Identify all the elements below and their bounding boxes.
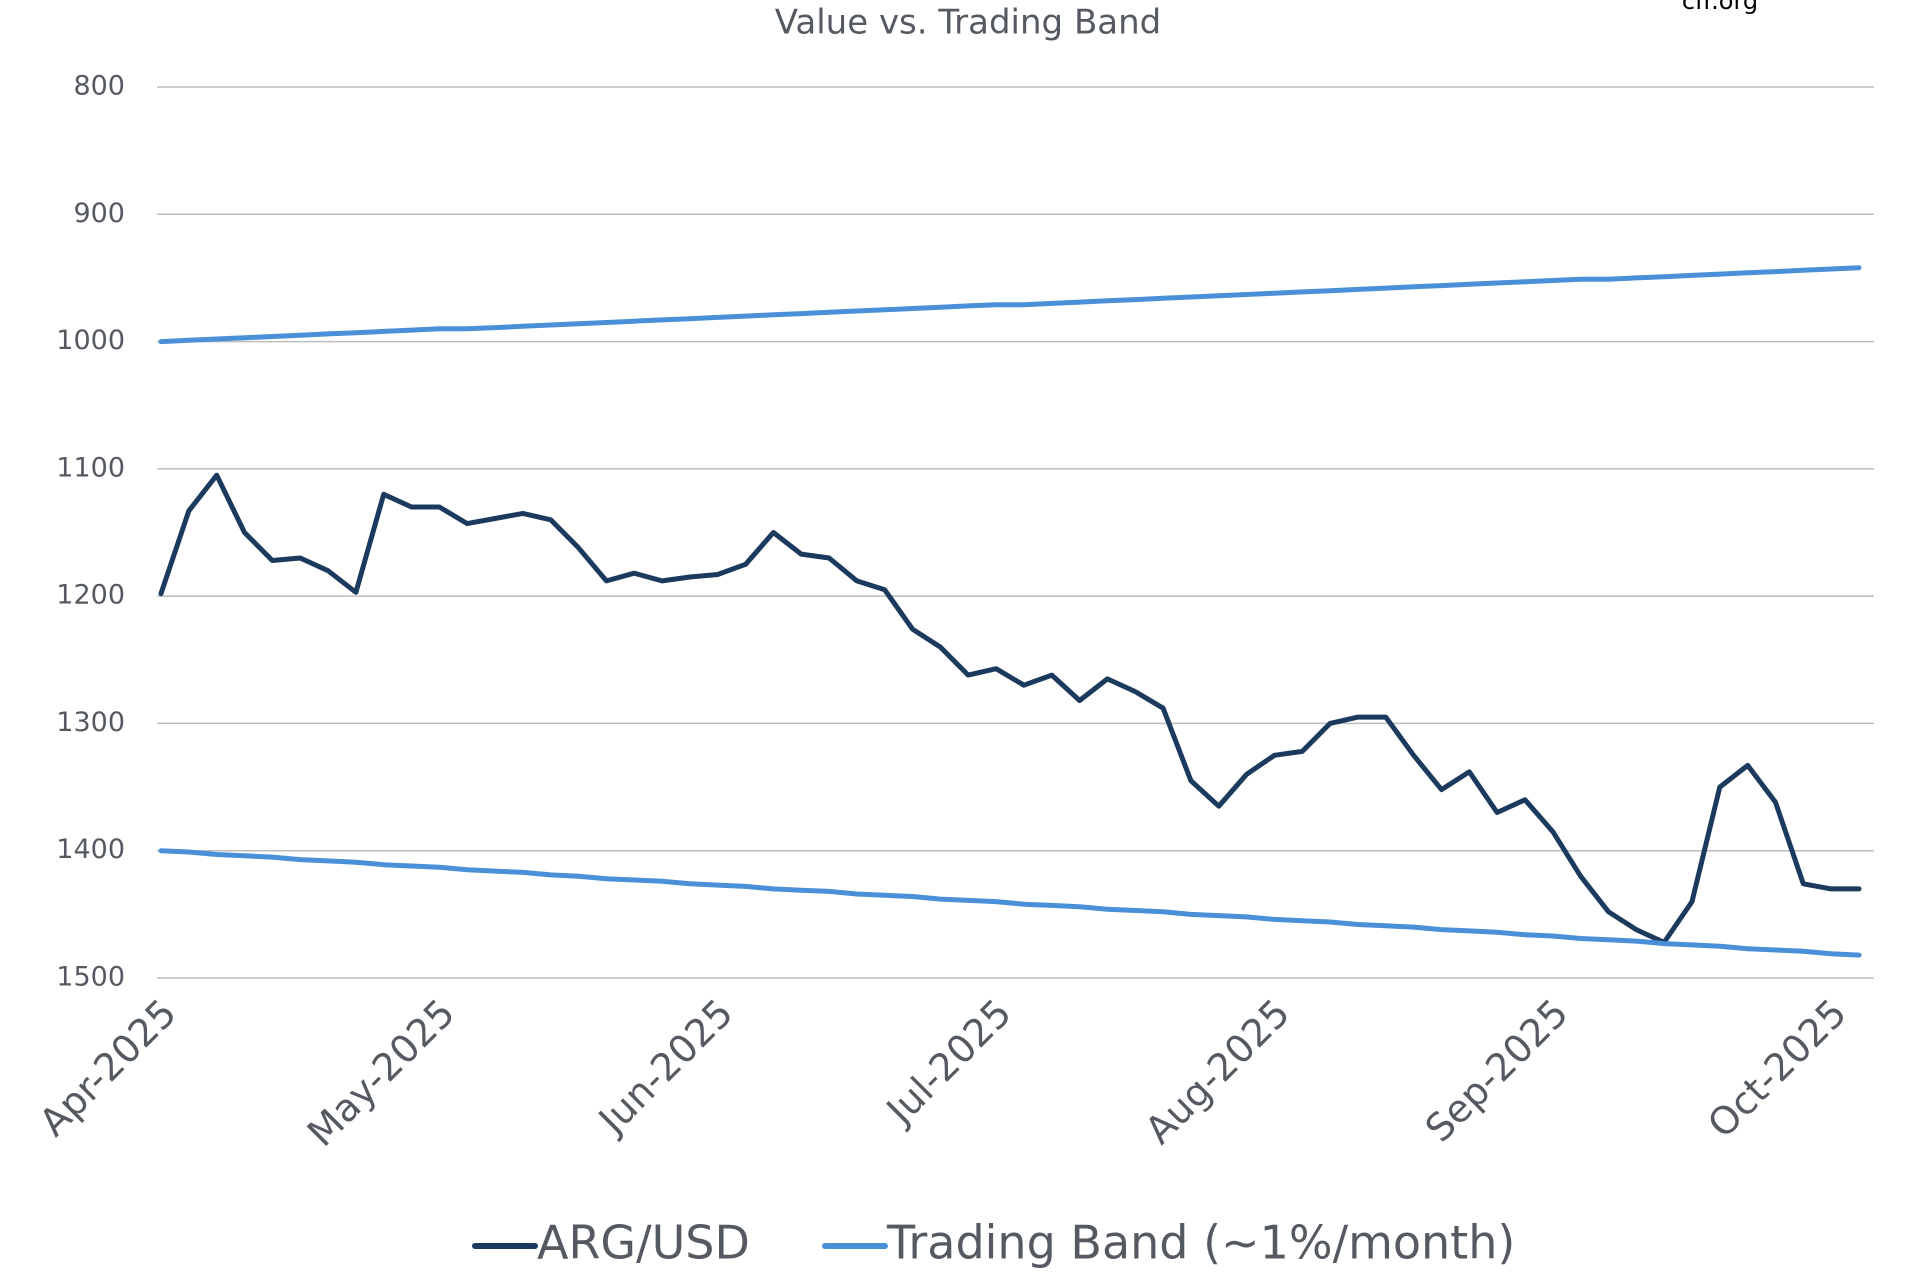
y-tick-label: 1000 [56,325,125,356]
y-tick-label: 1300 [56,707,125,738]
y-tick-label: 900 [73,198,125,229]
chart-title: Value vs. Trading Band [775,3,1161,43]
x-tick-label: Apr-2025 [31,991,185,1145]
source: cfr.org [1682,0,1758,15]
x-tick-label: Jun-2025 [589,991,742,1144]
y-tick-label: 800 [73,71,125,102]
x-tick-label: Aug-2025 [1137,991,1299,1153]
x-tick-label: Oct-2025 [1699,991,1855,1147]
y-tick-label: 1100 [56,452,125,483]
y-tick-label: 1400 [56,834,125,865]
y-tick-label: 1500 [56,962,125,993]
band-lower-line [158,848,1862,958]
band-upper-line [158,265,1862,345]
x-tick-label: Sep-2025 [1417,991,1577,1151]
legend-label: ARG/USD [537,1216,750,1270]
x-tick-label: Jul-2025 [877,991,1020,1134]
x-tick-label: May-2025 [299,991,463,1155]
y-tick-label: 1200 [56,580,125,611]
series-line [158,472,1862,945]
legend-label: Trading Band (~1%/month) [886,1216,1515,1270]
